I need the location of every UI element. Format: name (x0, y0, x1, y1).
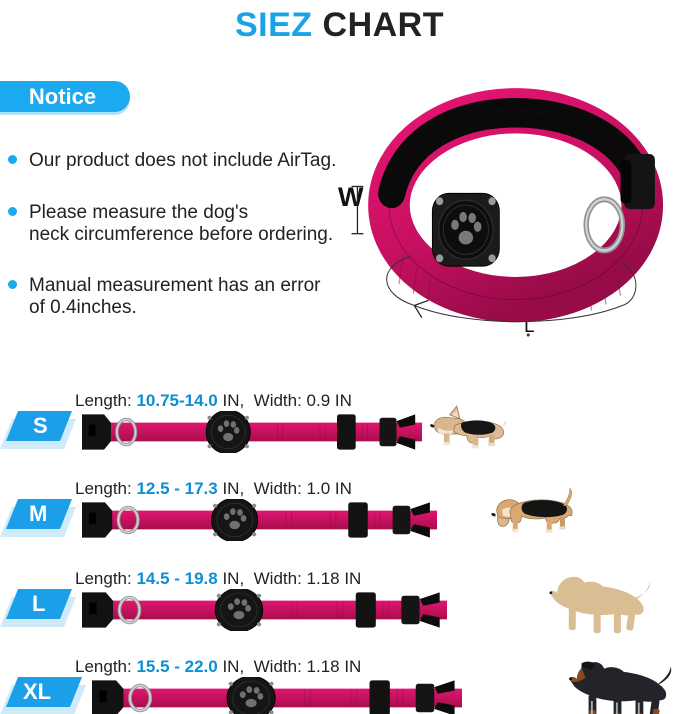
svg-text:S: S (33, 413, 48, 438)
svg-text:XL: XL (23, 679, 51, 704)
svg-text:M: M (29, 501, 47, 526)
svg-text:L: L (32, 591, 45, 616)
